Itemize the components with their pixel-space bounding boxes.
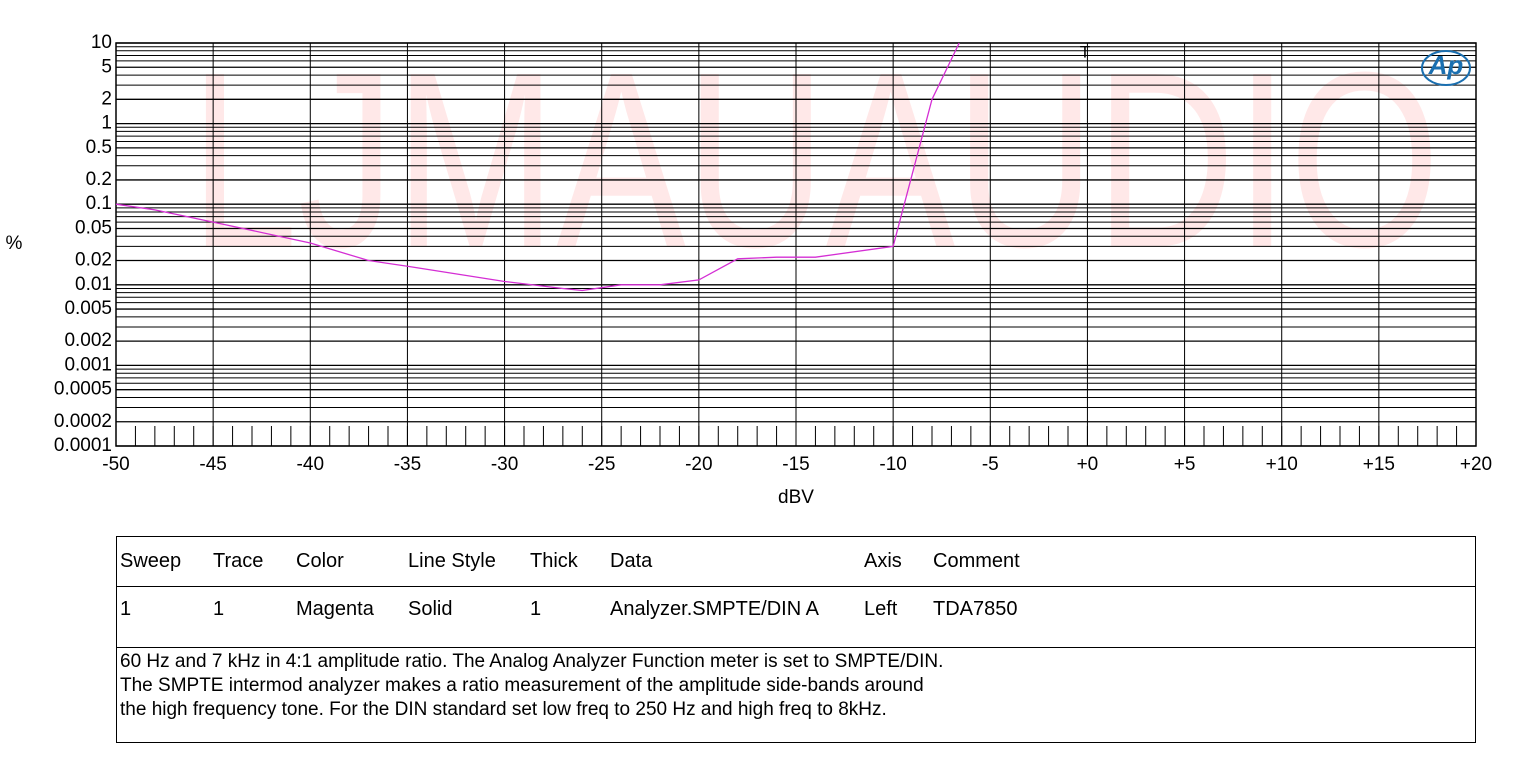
x-axis-label: dBV [778,487,814,508]
note-line: the high frequency tone. For the DIN sta… [120,699,887,720]
table-cell: Left [864,598,898,620]
header-cell: Data [610,550,653,572]
y-tick-label: 0.2 [86,169,112,190]
x-tick-label: -10 [879,454,906,475]
table-cell: Analyzer.SMPTE/DIN A [610,598,819,620]
y-tick-label: 5 [101,56,112,77]
header-cell: Sweep [120,550,182,572]
y-tick-label: 0.002 [64,330,112,351]
x-tick-label: -30 [491,454,518,475]
x-tick-label: +5 [1174,454,1196,475]
header-cell: Line Style [408,550,496,572]
chart: LJMAUAUDIO 10 5 2 1 0.5 0.2 0.1 0.05 0.02 0.01 0.00… [6,20,1493,508]
x-tick-label: -5 [982,454,999,475]
header-cell: Trace [213,550,264,572]
y-axis-label: % [6,233,23,254]
table-row: 1 1 Magenta Solid 1 Analyzer.SMPTE/DIN A Left T… [117,586,1475,648]
table-cell: Magenta [296,598,374,620]
table-cell: TDA7850 [933,598,1018,620]
y-tick-label: 1 [101,113,112,134]
table-cell: 1 [530,598,542,620]
header-cell: Axis [864,550,902,572]
data-line [115,42,960,292]
page: {"chart_data":{"type":"line","y_label":"… [5,20,1493,743]
y-tick-label: 10 [91,32,112,53]
y-tick-label: 0.1 [86,193,112,214]
y-tick-label: 0.5 [86,137,112,158]
y-tick-label: 0.001 [64,354,112,375]
x-tick-label: +15 [1363,454,1395,475]
y-tick-label: 0.0005 [54,379,112,400]
x-tick-label: -40 [297,454,324,475]
plot-frame [115,42,1477,447]
note: 60 Hz and 7 kHz in 4:1 amplitude ratio. … [120,650,943,722]
x-tick-label: -35 [394,454,421,475]
y-tick-label: 0.0001 [54,435,112,456]
logo-ring [1421,50,1471,86]
x-tick-label: +20 [1460,454,1492,475]
watermark: LJMAUAUDIO [190,20,1440,299]
y-tick-label: 0.0002 [54,411,112,432]
y-tick-label: 0.05 [75,217,112,238]
table-cell: 1 [213,598,225,620]
y-tick-label: 2 [101,88,112,109]
header-cell: Comment [933,550,1020,572]
y-tick-label: 0.02 [75,250,112,271]
x-tick-label: -50 [102,454,129,475]
table-cell: Solid [408,598,453,620]
marker: T [1080,42,1090,61]
legend-table: Sweep Trace Color Line Style Thick Data Axis Co… [116,536,1476,743]
y-tick-label: 0.01 [75,274,112,295]
x-tick-label: -25 [588,454,615,475]
header-row: Sweep Trace Color Line Style Thick Data Axis Co… [117,537,1475,587]
y-tick-label: 0.005 [64,298,112,319]
x-tick-label: -15 [782,454,809,475]
x-tick-label: -45 [199,454,226,475]
table-cell: 1 [120,598,132,620]
note-line: 60 Hz and 7 kHz in 4:1 amplitude ratio. … [120,651,944,672]
x-tick-label: -20 [685,454,712,475]
x-tick-label: +0 [1077,454,1099,475]
header-cell: Thick [530,550,578,572]
logo: Ap [1428,50,1464,80]
header-cell: Color [296,550,344,572]
x-tick-label: +10 [1266,454,1298,475]
note-line: The SMPTE intermod analyzer makes a rati… [120,675,924,696]
